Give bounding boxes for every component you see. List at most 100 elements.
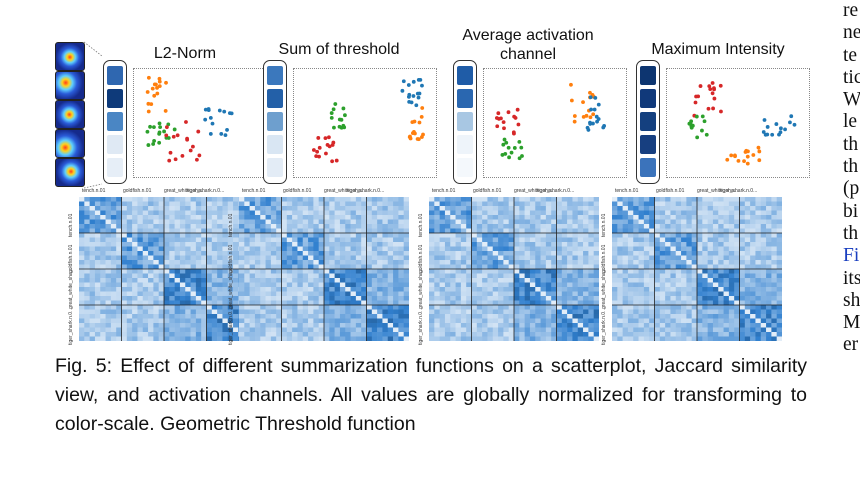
matrix-cell bbox=[697, 323, 703, 328]
matrix-cell bbox=[572, 255, 579, 261]
matrix-cell bbox=[450, 318, 456, 324]
matrix-cell bbox=[302, 273, 309, 279]
matrix-cell bbox=[670, 197, 677, 202]
matrix-cell bbox=[649, 210, 655, 216]
matrix-cell bbox=[482, 206, 488, 211]
matrix-cell bbox=[524, 296, 531, 301]
matrix-cell bbox=[627, 242, 634, 247]
matrix-cell bbox=[744, 327, 751, 333]
matrix-cell bbox=[702, 305, 708, 310]
matrix-cell bbox=[750, 224, 756, 229]
matrix-cell bbox=[398, 323, 404, 328]
matrix-cell bbox=[308, 282, 314, 288]
matrix-cell bbox=[153, 323, 159, 328]
matrix-cell bbox=[545, 197, 552, 202]
matrix-cell bbox=[670, 300, 677, 306]
matrix-cell bbox=[398, 282, 404, 288]
matrix-cell bbox=[110, 201, 117, 207]
matrix-cell bbox=[524, 282, 531, 288]
matrix-cell bbox=[771, 323, 777, 328]
matrix-cell bbox=[329, 242, 335, 247]
matrix-cell bbox=[361, 206, 367, 211]
matrix-cell bbox=[276, 273, 282, 279]
matrix-cell bbox=[297, 228, 304, 234]
matrix-cell bbox=[169, 224, 175, 229]
matrix-cell bbox=[593, 228, 599, 234]
matrix-cell bbox=[529, 323, 536, 328]
matrix-cell bbox=[355, 242, 362, 247]
matrix-cell bbox=[387, 260, 394, 265]
matrix-cell bbox=[206, 246, 213, 252]
scatter-point bbox=[157, 84, 162, 89]
matrix-cell bbox=[482, 251, 488, 256]
matrix-cell bbox=[760, 197, 767, 202]
matrix-cell bbox=[450, 201, 456, 207]
matrix-cell bbox=[105, 242, 112, 247]
matrix-cell bbox=[206, 287, 213, 292]
matrix-cell bbox=[455, 273, 462, 279]
matrix-cell bbox=[281, 305, 288, 310]
matrix-cell bbox=[540, 318, 547, 324]
matrix-cell bbox=[260, 224, 266, 229]
matrix-cell bbox=[393, 269, 399, 274]
matrix-cell bbox=[366, 273, 373, 279]
matrix-cell bbox=[382, 278, 389, 283]
matrix-cell bbox=[153, 327, 159, 333]
matrix-cell bbox=[249, 309, 256, 315]
matrix-cell bbox=[148, 269, 154, 274]
matrix-cell bbox=[105, 237, 112, 243]
matrix-cell bbox=[707, 296, 714, 301]
matrix-cell bbox=[398, 296, 404, 301]
matrix-cell bbox=[222, 273, 229, 279]
matrix-cell bbox=[371, 278, 378, 283]
matrix-cell bbox=[116, 201, 122, 207]
matrix-cell bbox=[222, 206, 229, 211]
matrix-cell bbox=[217, 269, 223, 274]
matrix-cell bbox=[339, 300, 346, 306]
matrix-cell bbox=[487, 309, 494, 315]
matrix-cell bbox=[239, 224, 245, 229]
matrix-cell bbox=[270, 246, 277, 252]
matrix-cell bbox=[556, 233, 563, 238]
matrix-cell bbox=[514, 314, 520, 319]
matrix-cell bbox=[350, 251, 357, 256]
matrix-cell bbox=[665, 233, 671, 238]
matrix-cell bbox=[276, 264, 282, 270]
matrix-cell bbox=[455, 255, 462, 261]
matrix-cell bbox=[249, 197, 256, 202]
matrix-cell bbox=[503, 246, 509, 252]
matrix-cell bbox=[776, 255, 782, 261]
matrix-cell bbox=[482, 323, 488, 328]
matrix-cell bbox=[665, 242, 671, 247]
matrix-cell bbox=[567, 327, 573, 333]
matrix-cell bbox=[302, 278, 309, 283]
matrix-cell bbox=[153, 314, 159, 319]
matrix-cell bbox=[318, 314, 325, 319]
matrix-cell bbox=[545, 300, 552, 306]
matrix-cell bbox=[627, 260, 634, 265]
matrix-cell bbox=[649, 201, 655, 207]
matrix-cell bbox=[572, 269, 579, 274]
matrix-cell bbox=[222, 282, 229, 288]
matrix-cell bbox=[514, 264, 520, 270]
matrix-cell bbox=[94, 323, 101, 328]
matrix-cell bbox=[222, 228, 229, 234]
matrix-cell bbox=[382, 314, 389, 319]
matrix-cell bbox=[185, 318, 191, 324]
matrix-cell bbox=[185, 246, 191, 252]
matrix-cell bbox=[201, 273, 207, 279]
matrix-cell bbox=[691, 282, 698, 288]
matrix-cell bbox=[398, 255, 404, 261]
matrix-cell bbox=[121, 300, 128, 306]
matrix-cell bbox=[286, 282, 293, 288]
matrix-cell bbox=[728, 201, 735, 207]
matrix-cell bbox=[540, 206, 547, 211]
matrix-cell bbox=[169, 314, 175, 319]
matrix-cell bbox=[302, 197, 309, 202]
matrix-cell bbox=[707, 287, 714, 292]
matrix-cell bbox=[455, 201, 462, 207]
matrix-cell bbox=[771, 287, 777, 292]
matrix-cell bbox=[519, 206, 525, 211]
matrix-cell bbox=[654, 242, 661, 247]
matrix-cell bbox=[355, 228, 362, 234]
